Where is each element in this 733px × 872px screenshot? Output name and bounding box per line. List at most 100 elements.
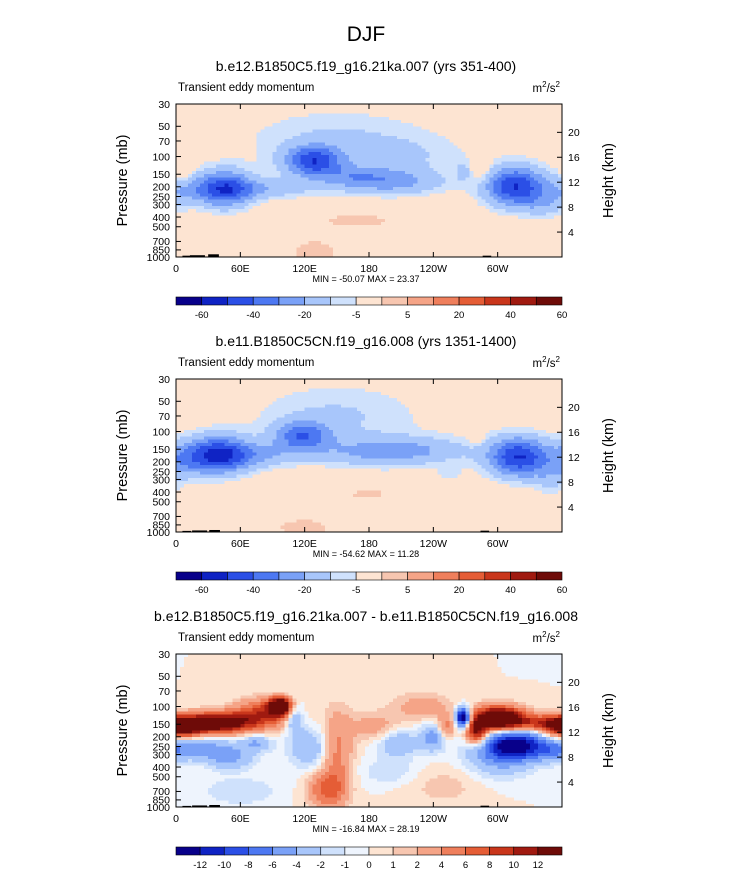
heatmap-cell [260, 218, 266, 223]
heatmap-cell [417, 119, 422, 124]
heatmap-cell [332, 379, 338, 383]
heatmap-cell [232, 107, 237, 111]
heatmap-cell [521, 107, 527, 111]
heatmap-cell [405, 161, 410, 166]
heatmap-cell [389, 164, 394, 169]
heatmap-cell [352, 180, 358, 185]
heatmap-cell [465, 107, 471, 111]
heatmap-cell [465, 158, 471, 162]
heatmap-cell [457, 174, 463, 178]
heatmap-cell [533, 209, 539, 213]
heatmap-cell [397, 183, 402, 188]
heatmap-cell [469, 107, 475, 111]
heatmap-cell [300, 142, 306, 147]
heatmap-cell [389, 241, 394, 245]
heatmap-cell [364, 199, 370, 204]
heatmap-cell [312, 250, 318, 255]
heatmap-cell [264, 231, 270, 236]
heatmap-cell [477, 167, 483, 172]
heatmap-cell [497, 113, 503, 118]
heatmap-cell [340, 250, 346, 255]
heatmap-cell [473, 139, 479, 143]
heatmap-cell [272, 167, 278, 172]
heatmap-cell [489, 190, 495, 194]
heatmap-cell [505, 155, 511, 159]
heatmap-cell [521, 145, 527, 150]
heatmap-cell [453, 225, 459, 229]
heatmap-cell [296, 221, 302, 226]
heatmap-cell [284, 234, 290, 239]
heatmap-cell [489, 212, 495, 217]
heatmap-cell [292, 132, 298, 137]
heatmap-cell [549, 139, 555, 143]
heatmap-cell [240, 193, 245, 198]
heatmap-cell [248, 145, 253, 150]
heatmap-cell [537, 126, 543, 131]
heatmap-cell [276, 161, 282, 166]
heatmap-cell [497, 174, 503, 178]
heatmap-cell [541, 135, 547, 140]
heatmap-cell [304, 104, 310, 108]
heatmap-cell [264, 116, 270, 121]
heatmap-cell [176, 123, 181, 127]
heatmap-cell [517, 126, 523, 131]
heatmap-cell [449, 113, 455, 118]
heatmap-cell [389, 110, 394, 115]
heatmap-cell [449, 164, 455, 169]
heatmap-cell [373, 170, 378, 175]
heatmap-cell [433, 221, 438, 226]
heatmap-cell [441, 110, 446, 115]
heatmap-cell [369, 250, 374, 255]
heatmap-cell [521, 132, 527, 137]
heatmap-cell [421, 129, 426, 134]
heatmap-cell [449, 218, 455, 223]
heatmap-cell [429, 170, 434, 175]
heatmap-cell [537, 158, 543, 162]
heatmap-cell [541, 116, 547, 121]
heatmap-cell [228, 218, 233, 223]
y-tick-label: 1000 [147, 252, 171, 264]
heatmap-cell [348, 151, 354, 156]
heatmap-cell [389, 177, 394, 182]
heatmap-cell [344, 199, 350, 204]
heatmap-cell [272, 215, 278, 220]
heatmap-cell [336, 209, 342, 213]
heatmap-cell [457, 145, 463, 150]
heatmap-cell [449, 129, 455, 134]
heatmap-cell [457, 164, 463, 169]
heatmap-cell [557, 247, 562, 252]
heatmap-cell [196, 129, 201, 134]
heatmap-cell [381, 164, 386, 169]
heatmap-cell [176, 161, 181, 166]
units-label: m2/s2 [533, 80, 561, 95]
heatmap-cell [312, 231, 318, 236]
heatmap-cell [228, 116, 233, 121]
heatmap-cell [328, 225, 334, 229]
heatmap-cell [501, 151, 507, 156]
heatmap-cell [336, 116, 342, 121]
heatmap-cell [200, 180, 205, 185]
heatmap-cell [537, 190, 543, 194]
heatmap-cell [216, 167, 221, 172]
y-tick-label: 850 [152, 245, 170, 257]
heatmap-cell [417, 215, 422, 220]
heatmap-cell [316, 107, 322, 111]
heatmap-cell [377, 123, 382, 127]
heatmap-cell [268, 107, 274, 111]
heatmap-cell [421, 382, 426, 386]
heatmap-cell [465, 225, 471, 229]
heatmap-cell [248, 119, 253, 124]
heatmap-cell [292, 155, 298, 159]
heatmap-cell [220, 126, 225, 131]
heatmap-cell [549, 379, 555, 383]
heatmap-cell [240, 228, 245, 233]
heatmap-cell [549, 231, 555, 236]
heatmap-cell [364, 215, 370, 220]
heatmap-cell [501, 123, 507, 127]
heatmap-cell [328, 180, 334, 185]
heatmap-cell [481, 148, 487, 153]
heatmap-cell [465, 177, 471, 182]
heatmap-cell [385, 132, 390, 137]
heatmap-cell [437, 151, 442, 156]
heatmap-cell [433, 123, 438, 127]
